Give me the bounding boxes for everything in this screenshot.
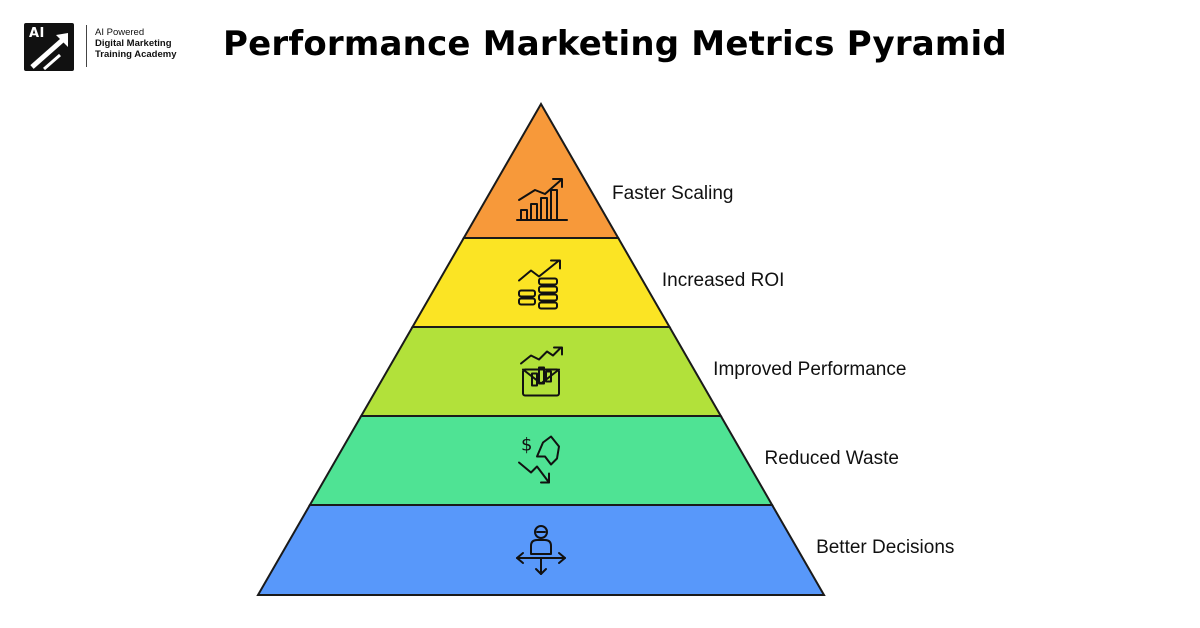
- tier-label-2: Increased ROI: [661, 269, 785, 291]
- pyramid-tier-3: [359, 326, 723, 417]
- page-title: Performance Marketing Metrics Pyramid: [223, 24, 1007, 64]
- logo-mark: AI: [24, 23, 74, 71]
- envelope-chart-icon: [520, 346, 563, 397]
- tier-label-5: Better Decisions: [816, 537, 955, 558]
- person-crossroads-icon: [516, 525, 566, 575]
- brand-line-1: AI Powered: [95, 27, 145, 38]
- svg-text:$: $: [521, 435, 532, 456]
- dollar-down-arrow-icon: $: [518, 435, 560, 484]
- tier-label-1: Faster Scaling: [612, 183, 734, 204]
- logo-ai-text: AI: [29, 26, 45, 41]
- brand-logo: AI AI Powered Digital Marketing Training…: [24, 22, 184, 74]
- pyramid-tier-4: [308, 415, 774, 506]
- pyramid-tier-5: [256, 504, 826, 596]
- coins-growth-icon: [518, 259, 561, 310]
- pyramid-tier-2: [410, 237, 672, 328]
- brand-line-2: Digital Marketing: [95, 38, 172, 49]
- logo-divider: [86, 25, 87, 67]
- brand-line-3: Training Academy: [95, 49, 177, 60]
- arrow-up-right-icon: [30, 33, 68, 71]
- brand-text: AI Powered Digital Marketing Training Ac…: [95, 27, 176, 60]
- tier-label-4: Reduced Waste: [764, 447, 899, 469]
- tier-label-3: Improved Performance: [713, 358, 907, 380]
- bar-chart-growth-icon: [516, 178, 568, 221]
